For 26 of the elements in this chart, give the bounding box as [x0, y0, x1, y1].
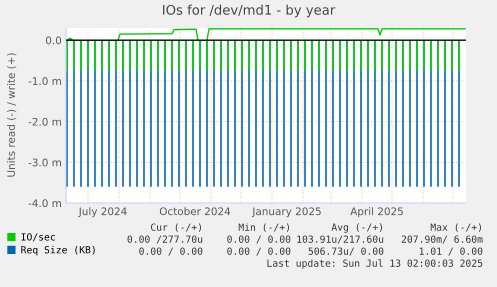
chart-title: IOs for /dev/md1 - by year	[163, 4, 336, 18]
x-tick-label: July 2024	[78, 207, 127, 218]
text: 207.90m/ 6.60m	[402, 235, 483, 244]
text: 103.91u/217.60u	[297, 235, 384, 244]
y-tick-label: -1.0 m	[28, 77, 61, 86]
x-tick-label: April 2025	[350, 207, 403, 218]
legend-label: IO/sec	[22, 233, 55, 242]
text: 506.73u/ 0.00	[308, 247, 384, 256]
y-tick-label: -3.0 m	[28, 158, 61, 166]
text: Max (-/+)	[430, 223, 481, 232]
y-tick-label: -4.0 m	[28, 199, 61, 208]
text: 0.00 / 0.00	[139, 247, 202, 256]
x-tick-label: October 2024	[160, 207, 230, 216]
y-axis-title: Units read (-) / write (+)	[6, 53, 16, 177]
text: 1.01 / 0.00	[420, 247, 482, 256]
x-tick-label: January 2025	[252, 207, 321, 218]
y-tick-label: 0.0	[46, 36, 62, 44]
text: 0.00 / 0.00	[227, 247, 290, 256]
text: Avg (-/+)	[332, 223, 382, 233]
text: 0.00 /277.70u	[128, 235, 202, 244]
text: Cur (-/+)	[150, 223, 201, 232]
y-tick-label: -2.0 m	[28, 118, 61, 126]
text: 0.00 / 0.00	[227, 235, 290, 244]
legend-label: Req Size (KB)	[21, 246, 95, 256]
text: Min (-/+)	[238, 223, 289, 232]
text: Last update: Sun Jul 13 02:00:03 2025	[267, 259, 482, 269]
